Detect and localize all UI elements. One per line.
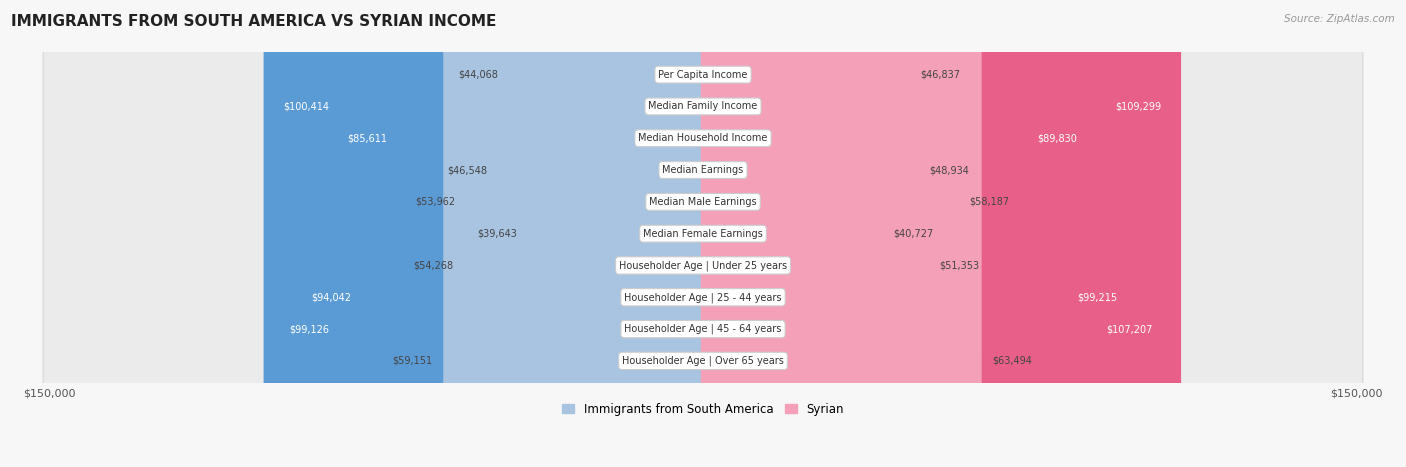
FancyBboxPatch shape: [700, 0, 1097, 467]
Text: $85,611: $85,611: [347, 133, 388, 143]
FancyBboxPatch shape: [529, 0, 706, 467]
FancyBboxPatch shape: [44, 0, 1362, 467]
FancyBboxPatch shape: [269, 0, 706, 467]
Text: Householder Age | 25 - 44 years: Householder Age | 25 - 44 years: [624, 292, 782, 303]
Text: $46,837: $46,837: [920, 70, 960, 80]
FancyBboxPatch shape: [700, 0, 981, 467]
FancyBboxPatch shape: [44, 0, 1362, 467]
FancyBboxPatch shape: [44, 0, 1362, 467]
Text: Householder Age | 45 - 64 years: Householder Age | 45 - 64 years: [624, 324, 782, 334]
Text: $53,962: $53,962: [415, 197, 456, 207]
Text: $54,268: $54,268: [413, 261, 454, 270]
Text: Householder Age | Over 65 years: Householder Age | Over 65 years: [621, 356, 785, 366]
FancyBboxPatch shape: [44, 0, 1362, 467]
Text: $94,042: $94,042: [311, 292, 352, 302]
FancyBboxPatch shape: [700, 0, 959, 467]
FancyBboxPatch shape: [291, 0, 706, 467]
FancyBboxPatch shape: [700, 0, 929, 467]
FancyBboxPatch shape: [44, 0, 1362, 467]
FancyBboxPatch shape: [263, 0, 706, 467]
Text: $107,207: $107,207: [1107, 324, 1153, 334]
Text: $99,215: $99,215: [1077, 292, 1118, 302]
FancyBboxPatch shape: [44, 0, 1362, 467]
Text: $89,830: $89,830: [1036, 133, 1077, 143]
Text: $44,068: $44,068: [458, 70, 498, 80]
Text: $58,187: $58,187: [969, 197, 1010, 207]
Text: Median Family Income: Median Family Income: [648, 101, 758, 112]
FancyBboxPatch shape: [328, 0, 706, 467]
FancyBboxPatch shape: [44, 0, 1362, 467]
FancyBboxPatch shape: [44, 0, 1362, 467]
Text: $39,643: $39,643: [478, 229, 517, 239]
Text: Median Female Earnings: Median Female Earnings: [643, 229, 763, 239]
Text: $99,126: $99,126: [288, 324, 329, 334]
FancyBboxPatch shape: [700, 0, 1181, 467]
Text: $51,353: $51,353: [939, 261, 980, 270]
Text: $63,494: $63,494: [993, 356, 1032, 366]
Text: IMMIGRANTS FROM SOUTH AMERICA VS SYRIAN INCOME: IMMIGRANTS FROM SOUTH AMERICA VS SYRIAN …: [11, 14, 496, 29]
FancyBboxPatch shape: [509, 0, 706, 467]
FancyBboxPatch shape: [700, 0, 910, 467]
Text: Median Earnings: Median Earnings: [662, 165, 744, 175]
FancyBboxPatch shape: [700, 0, 1173, 467]
Text: Source: ZipAtlas.com: Source: ZipAtlas.com: [1284, 14, 1395, 24]
Text: Median Male Earnings: Median Male Earnings: [650, 197, 756, 207]
Text: Median Household Income: Median Household Income: [638, 133, 768, 143]
FancyBboxPatch shape: [700, 0, 1137, 467]
Text: $109,299: $109,299: [1115, 101, 1161, 112]
FancyBboxPatch shape: [44, 0, 1362, 467]
FancyBboxPatch shape: [498, 0, 706, 467]
FancyBboxPatch shape: [44, 0, 1362, 467]
Text: $59,151: $59,151: [392, 356, 433, 366]
Text: Householder Age | Under 25 years: Householder Age | Under 25 years: [619, 260, 787, 271]
FancyBboxPatch shape: [443, 0, 706, 467]
Text: $40,727: $40,727: [893, 229, 934, 239]
Text: $46,548: $46,548: [447, 165, 488, 175]
Legend: Immigrants from South America, Syrian: Immigrants from South America, Syrian: [558, 398, 848, 420]
Text: Per Capita Income: Per Capita Income: [658, 70, 748, 80]
FancyBboxPatch shape: [464, 0, 706, 467]
Text: $100,414: $100,414: [283, 101, 329, 112]
FancyBboxPatch shape: [465, 0, 706, 467]
FancyBboxPatch shape: [700, 0, 918, 467]
Text: $48,934: $48,934: [929, 165, 969, 175]
FancyBboxPatch shape: [700, 0, 883, 467]
